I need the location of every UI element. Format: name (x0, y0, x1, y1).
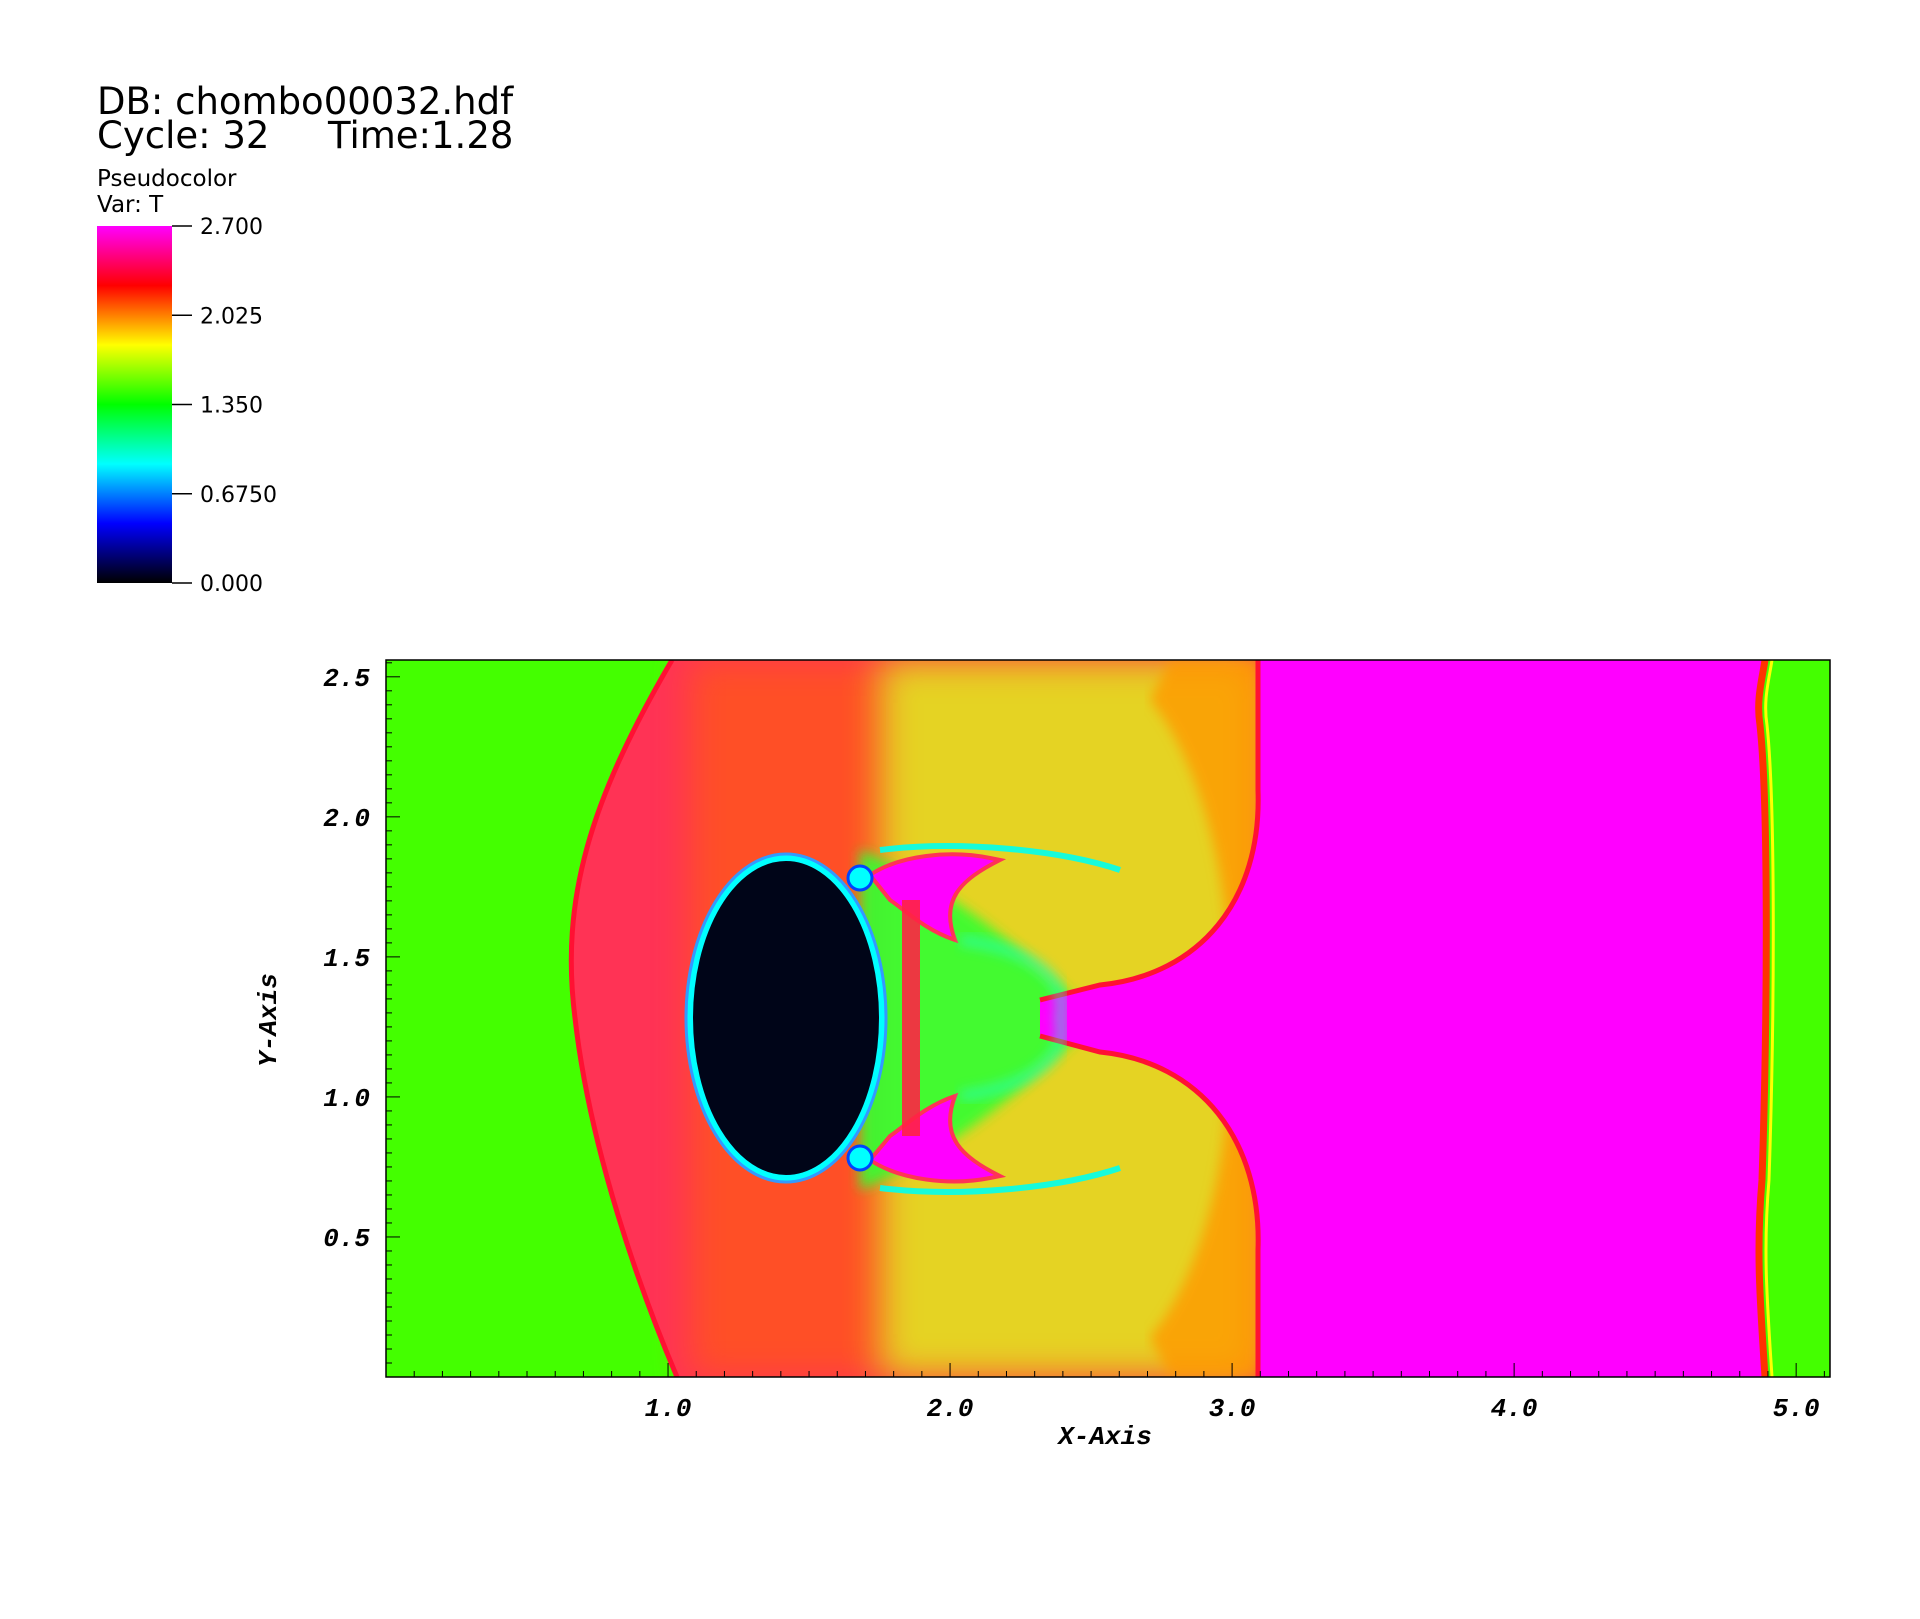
x-tick-label: 2.0 (927, 1394, 974, 1424)
colorbar (97, 226, 172, 583)
y-axis: 0.5 1.0 1.5 2.0 2.5 (323, 662, 400, 1364)
curl-top (846, 864, 874, 892)
right-front (1755, 660, 1770, 1377)
x-tick-label: 3.0 (1209, 1394, 1256, 1424)
colorbar-tick-label: 0.6750 (200, 483, 277, 508)
plot-type-label: Pseudocolor (97, 166, 237, 192)
axes: 1.0 2.0 3.0 4.0 5.0 0.5 1.0 1.5 2.0 2.5 X-Axis Y… (254, 659, 1831, 1452)
colorbar-tick-label: 2.700 (200, 215, 263, 240)
colorbar-tick-label: 2.025 (200, 304, 263, 329)
y-axis-title: Y-Axis (254, 973, 284, 1067)
hot-slab-edge (1039, 660, 1261, 1377)
colorbar-tick-label: 0.000 (200, 572, 263, 597)
y-tick-label: 2.5 (323, 664, 370, 694)
time-label: Time:1.28 (328, 114, 514, 157)
cold-bubble (687, 855, 885, 1181)
bubble-rim (684, 852, 888, 1184)
x-axis: 1.0 2.0 3.0 4.0 5.0 (413, 1363, 1825, 1424)
y-tick-label: 1.5 (323, 944, 370, 974)
colorbar-ticks: 2.700 2.025 1.350 0.6750 0.000 (172, 215, 277, 597)
variable-label: Var: T (97, 192, 164, 218)
cyan-wake (959, 935, 1067, 1101)
color-legend: 2.700 2.025 1.350 0.6750 0.000 (97, 215, 277, 597)
colorbar-tick-label: 1.350 (200, 394, 263, 419)
plot-frame (385, 659, 1831, 1378)
right-front-yellow (1764, 660, 1775, 1377)
curl-bottom (846, 1144, 874, 1172)
hot-slab (1040, 660, 1767, 1377)
bow-shock-front (568, 660, 680, 1377)
x-axis-title: X-Axis (1056, 1422, 1152, 1452)
x-tick-label: 4.0 (1491, 1394, 1538, 1424)
x-tick-label: 5.0 (1773, 1394, 1820, 1424)
x-tick-label: 1.0 (645, 1394, 692, 1424)
cyan-band-bottom (879, 1165, 1121, 1195)
y-tick-label: 0.5 (323, 1224, 370, 1254)
y-tick-label: 2.0 (323, 804, 370, 834)
bubble-hot-core (902, 900, 920, 1136)
y-tick-label: 1.0 (323, 1084, 370, 1114)
temperature-field (386, 660, 1830, 1377)
database-name: DB: chombo00032.hdf (97, 80, 514, 123)
cycle-label: Cycle: 32 (97, 114, 270, 157)
cyan-band-top (879, 843, 1121, 873)
